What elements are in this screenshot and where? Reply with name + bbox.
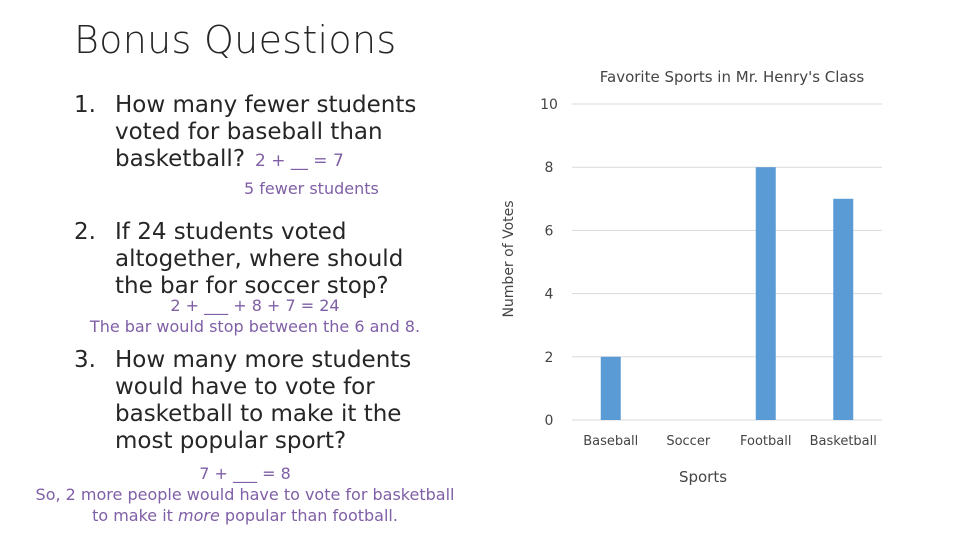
x-tick-label: Basketball [810, 434, 877, 449]
question-1-number: 1. [74, 92, 96, 118]
y-tick-label: 10 [540, 97, 558, 113]
bar-football [755, 167, 776, 420]
y-tick-labels: 0 2 4 6 8 10 [540, 97, 558, 429]
question-2-text: If 24 students voted altogether, where s… [115, 219, 404, 299]
x-tick-label: Football [740, 434, 791, 449]
question-1-equation: 2 + __ = 7 [255, 151, 344, 171]
question-2-answer-text: The bar would stop between the 6 and 8. [89, 317, 421, 336]
question-3-answer-emphasis: more [178, 506, 220, 525]
question-3-answer: 7 + ___ = 8 So, 2 more people would have… [20, 464, 470, 525]
x-tick-labels: Baseball Soccer Football Basketball [583, 434, 877, 449]
x-tick-label: Soccer [666, 434, 710, 449]
chart-gridlines [572, 103, 882, 421]
bar-basketball [833, 198, 854, 420]
question-3-text: How many more students would have to vot… [115, 347, 412, 454]
question-3-answer-line2-pre: to make it [92, 506, 179, 525]
y-tick-label: 8 [545, 160, 554, 176]
question-3-equation: 7 + ___ = 8 [199, 464, 291, 483]
y-tick-label: 2 [545, 350, 554, 366]
y-tick-label: 4 [545, 287, 554, 303]
y-axis-label: Number of Votes [501, 200, 517, 317]
question-1: 1. How many fewer students voted for bas… [74, 92, 434, 175]
y-tick-label: 6 [545, 223, 554, 239]
question-1-answer: 5 fewer students [244, 179, 379, 198]
slide-title: Bonus Questions [74, 18, 397, 62]
chart-title: Favorite Sports in Mr. Henry's Class [600, 68, 865, 86]
question-2-equation: 2 + ___ + 8 + 7 = 24 [170, 296, 340, 315]
question-3-answer-line1: So, 2 more people would have to vote for… [35, 485, 455, 504]
question-3-answer-line2-post: popular than football. [219, 506, 398, 525]
bar-baseball [600, 356, 621, 420]
question-3: 3. How many more students would have to … [74, 347, 414, 455]
x-tick-label: Baseball [583, 434, 638, 449]
question-1-text: How many fewer students voted for baseba… [115, 92, 417, 172]
chart-bars [600, 167, 854, 420]
y-tick-label: 0 [545, 413, 554, 429]
question-2: 2. If 24 students voted altogether, wher… [74, 219, 414, 300]
question-2-number: 2. [74, 219, 96, 245]
x-axis-label: Sports [679, 468, 727, 486]
question-3-number: 3. [74, 347, 96, 373]
question-2-answer: 2 + ___ + 8 + 7 = 24 The bar would stop … [60, 296, 450, 336]
